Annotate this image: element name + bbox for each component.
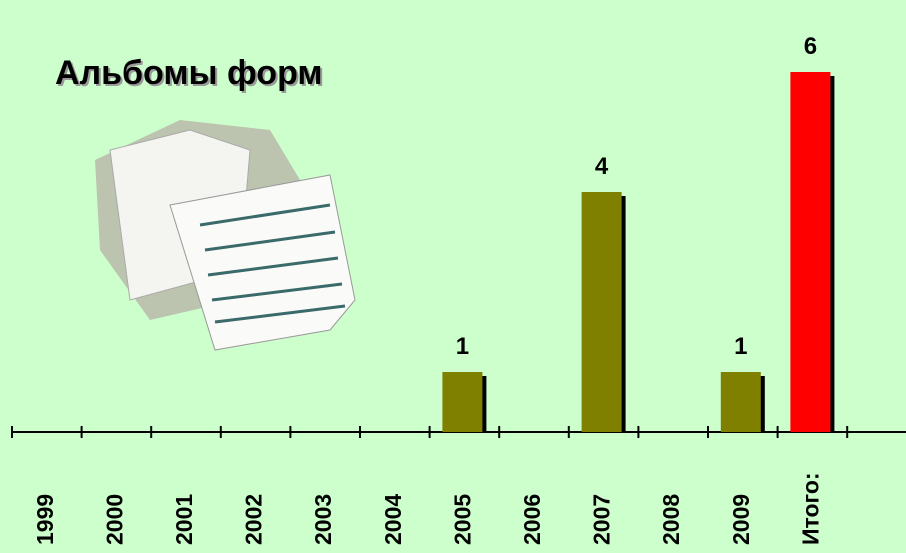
x-tick-label: Итого:	[797, 472, 823, 545]
value-label: 4	[595, 153, 609, 180]
folder-illustration	[95, 120, 356, 351]
chart-title: Альбомы форм	[55, 54, 323, 92]
x-tick-label: 2007	[589, 494, 615, 545]
x-tick-label: 2009	[728, 494, 754, 545]
bar	[790, 72, 831, 432]
x-tick-label: 2005	[449, 494, 475, 545]
bar	[720, 372, 761, 432]
chart-title-shadow: Альбомы форм	[57, 56, 325, 94]
x-tick-label: 2008	[658, 494, 684, 545]
x-tick-label: 2006	[519, 494, 545, 545]
bar	[581, 192, 622, 432]
value-label: 1	[456, 333, 469, 360]
x-tick-label: 2002	[241, 494, 267, 545]
x-tick-label: 2004	[380, 494, 406, 545]
x-tick-label: 2001	[171, 494, 197, 545]
x-tick-label: 1999	[32, 494, 58, 545]
bar	[442, 372, 483, 432]
value-label: 6	[804, 33, 817, 60]
x-tick-label: 2000	[101, 494, 127, 545]
x-tick-label: 2003	[310, 494, 336, 545]
value-label: 1	[734, 333, 747, 360]
